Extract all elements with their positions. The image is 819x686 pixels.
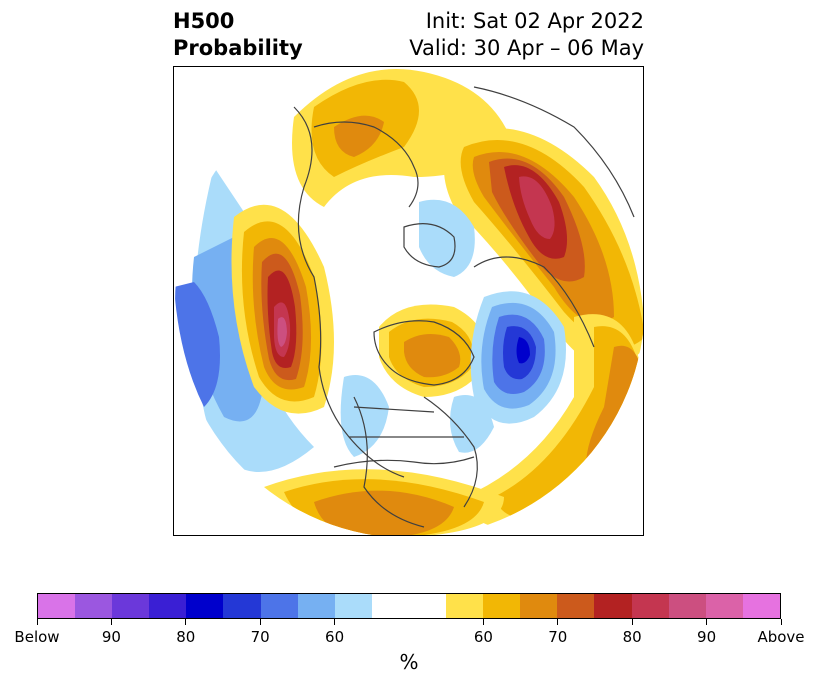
colorbar-tick — [780, 619, 782, 625]
colorbar-segment — [112, 594, 150, 618]
colorbar-segment — [668, 594, 706, 618]
title-line-1: H500 — [173, 9, 235, 33]
colorbar — [37, 593, 781, 619]
colorbar-tick — [36, 619, 38, 625]
colorbar-segment — [38, 594, 76, 618]
colorbar-segment — [149, 594, 187, 618]
polar-map-svg — [175, 69, 643, 535]
colorbar-tick — [557, 619, 559, 625]
colorbar-tick — [482, 619, 484, 625]
colorbar-tick-label: 60 — [325, 628, 345, 646]
colorbar-tick-label: 90 — [101, 628, 121, 646]
colorbar-segment — [223, 594, 261, 618]
colorbar-segment — [483, 594, 521, 618]
colorbar-tick — [631, 619, 633, 625]
colorbar-unit: % — [399, 650, 419, 674]
colorbar-segment — [186, 594, 224, 618]
colorbar-segment — [446, 594, 484, 618]
colorbar-segment — [631, 594, 669, 618]
map-title: H500 Probability — [173, 8, 303, 62]
date-info: Init: Sat 02 Apr 2022 Valid: 30 Apr – 06… — [409, 8, 644, 62]
colorbar-segment — [520, 594, 558, 618]
colorbar-segment — [371, 594, 447, 618]
probability-shading — [175, 69, 643, 535]
colorbar-segment — [705, 594, 743, 618]
colorbar-tick — [259, 619, 261, 625]
colorbar-segment — [297, 594, 335, 618]
colorbar-segment — [334, 594, 372, 618]
colorbar-segment — [260, 594, 298, 618]
colorbar-tick-label: 80 — [622, 628, 642, 646]
colorbar-tick-label: 60 — [473, 628, 493, 646]
colorbar-tick — [110, 619, 112, 625]
probability-map — [173, 66, 644, 536]
coastlines — [293, 86, 635, 528]
colorbar-segment — [75, 594, 113, 618]
init-date: Init: Sat 02 Apr 2022 — [425, 9, 644, 33]
colorbar-segment — [557, 594, 595, 618]
colorbar-tick-label: 90 — [697, 628, 717, 646]
colorbar-segment — [594, 594, 632, 618]
colorbar-tick-label: 70 — [250, 628, 270, 646]
colorbar-tick — [706, 619, 708, 625]
valid-range: Valid: 30 Apr – 06 May — [409, 36, 644, 60]
colorbar-tick-label: Above — [757, 628, 805, 646]
colorbar-tick-label: 80 — [176, 628, 196, 646]
colorbar-tick-label: Below — [14, 628, 60, 646]
colorbar-tick-label: 70 — [548, 628, 568, 646]
colorbar-tick — [185, 619, 187, 625]
colorbar-tick — [334, 619, 336, 625]
title-line-2: Probability — [173, 36, 303, 60]
colorbar-segment — [742, 594, 780, 618]
